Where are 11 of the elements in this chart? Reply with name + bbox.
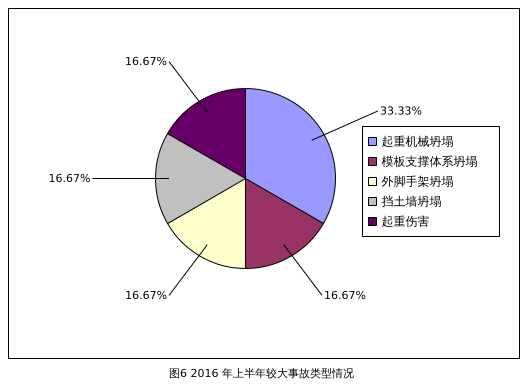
data-label: 16.67% <box>125 55 168 68</box>
data-label: 16.67% <box>125 288 168 302</box>
legend-label: 起重机械坍塌 <box>382 134 454 148</box>
caption: 图6 2016 年上半年较大事故类型情况 <box>169 367 354 380</box>
legend-label: 挡土墙坍塌 <box>382 194 442 208</box>
data-label: 16.67% <box>324 288 366 302</box>
legend-label: 模板支撑体系坍塌 <box>382 154 478 168</box>
legend-label: 外脚手架坍塌 <box>382 174 454 188</box>
data-label: 33.33% <box>380 104 422 118</box>
legend-label: 起重伤害 <box>382 214 430 228</box>
data-label: 16.67% <box>48 172 91 186</box>
